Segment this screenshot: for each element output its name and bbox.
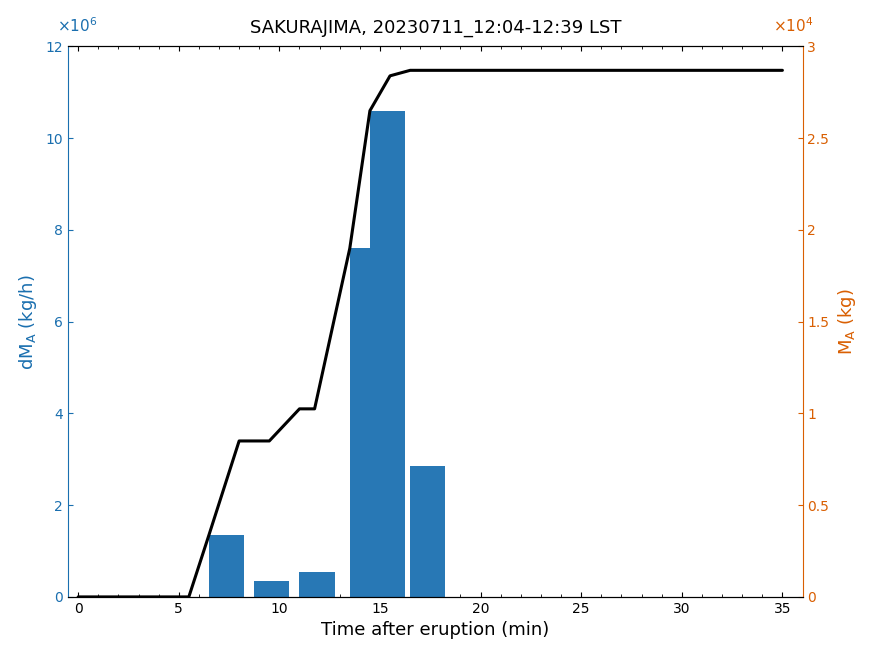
Text: $\times10^4$: $\times10^4$ [774,16,814,35]
Bar [255,581,290,597]
Bar [410,466,445,597]
Y-axis label: $\mathregular{M_A}$ (kg): $\mathregular{M_A}$ (kg) [836,288,858,355]
Bar [350,249,385,597]
X-axis label: Time after eruption (min): Time after eruption (min) [321,621,550,640]
Title: SAKURAJIMA, 20230711_12:04-12:39 LST: SAKURAJIMA, 20230711_12:04-12:39 LST [249,19,621,37]
Text: $\times10^6$: $\times10^6$ [57,16,97,35]
Bar [209,535,244,597]
Bar [299,571,335,597]
Y-axis label: $\mathregular{dM_A}$ (kg/h): $\mathregular{dM_A}$ (kg/h) [17,274,38,369]
Bar [370,111,405,597]
